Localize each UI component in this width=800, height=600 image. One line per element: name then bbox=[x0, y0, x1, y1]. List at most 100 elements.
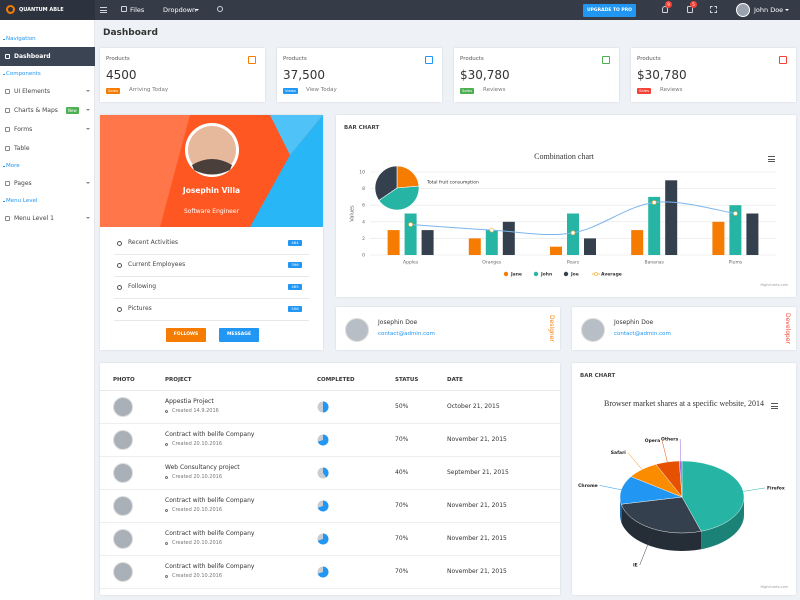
user-name[interactable]: John Doe bbox=[754, 6, 784, 14]
stat-icon bbox=[425, 56, 433, 64]
stat-card: Products 37,500 Views View Today bbox=[277, 48, 442, 102]
y-tick-label: 6 bbox=[362, 203, 365, 209]
project-created: Created 20.10.2016 bbox=[172, 474, 223, 480]
label-connector bbox=[743, 487, 766, 492]
sidebar-item[interactable]: Table bbox=[0, 139, 95, 158]
contact-avatar bbox=[581, 318, 605, 342]
sidebar-item[interactable]: Forms bbox=[0, 120, 95, 139]
date: September 21, 2015 bbox=[447, 469, 509, 476]
top-bar: QUANTUM ABLE Files Dropdown UPGRADE TO PRO 9… bbox=[0, 0, 800, 20]
chart-canvas: Firefox IE Chrome Safari Opera Others Highchar… bbox=[578, 437, 788, 589]
item-icon bbox=[5, 89, 10, 94]
menu-icon[interactable] bbox=[768, 156, 775, 162]
legend-label: Average bbox=[601, 272, 622, 278]
label-connector bbox=[599, 485, 622, 491]
header-divider bbox=[100, 390, 560, 391]
caret bbox=[86, 217, 90, 219]
list-label: Recent Activities bbox=[128, 239, 179, 246]
list-label: Current Employees bbox=[128, 261, 186, 268]
sidebar-item[interactable]: Menu Level 1 bbox=[0, 209, 95, 228]
menu-icon-bar bbox=[768, 158, 775, 160]
bar bbox=[550, 246, 562, 255]
item-label: Forms bbox=[14, 126, 33, 133]
sidebar-item[interactable]: Dashboard bbox=[0, 47, 95, 66]
profile-card: Josephin Villa Software Engineer Recent Ac… bbox=[100, 115, 323, 350]
contact-name: Josephin Doe bbox=[378, 319, 418, 326]
bar bbox=[712, 221, 725, 255]
stat-icon bbox=[602, 56, 610, 64]
x-tick-label: Bananas bbox=[644, 260, 664, 266]
cover-shape bbox=[100, 115, 190, 227]
item-icon bbox=[5, 216, 10, 221]
menu-icon[interactable] bbox=[771, 403, 778, 409]
date: November 21, 2015 bbox=[447, 502, 507, 509]
project-created: Created 20.10.2016 bbox=[172, 573, 223, 579]
chart-canvas bbox=[317, 467, 329, 479]
profile-button[interactable]: MESSAGE bbox=[219, 328, 259, 342]
chart-canvas bbox=[100, 115, 323, 227]
x-tick-label: Oranges bbox=[482, 260, 502, 266]
stat-value: $30,780 bbox=[460, 68, 510, 82]
pie-slice bbox=[681, 460, 745, 532]
profile-button[interactable]: FOLLOWS bbox=[166, 328, 206, 342]
y-tick-label: 4 bbox=[362, 219, 365, 225]
project-table: PHOTO PROJECT COMPLETED STATUS DATE Appestia … bbox=[100, 363, 560, 595]
menu-icon[interactable] bbox=[100, 7, 107, 13]
bar bbox=[387, 230, 400, 255]
list-icon bbox=[117, 241, 122, 246]
card-title: BAR CHART bbox=[344, 125, 380, 131]
progress-pie bbox=[317, 434, 329, 446]
stat-value: 4500 bbox=[106, 68, 137, 82]
contact-email[interactable]: contact@admin.com bbox=[378, 331, 435, 337]
list-count: 484 bbox=[288, 240, 302, 246]
nav-dropdown[interactable]: Dropdown bbox=[163, 6, 197, 14]
column-header: COMPLETED bbox=[317, 377, 355, 383]
stat-card: Products $30,780 Sales Reviews bbox=[454, 48, 619, 102]
search-icon[interactable] bbox=[217, 6, 223, 12]
status: 40% bbox=[395, 469, 409, 476]
status: 70% bbox=[395, 568, 409, 575]
clock-icon bbox=[165, 509, 168, 512]
list-icon bbox=[117, 263, 122, 268]
sidebar-item[interactable]: Charts & Maps New bbox=[0, 101, 95, 120]
clock-icon bbox=[165, 443, 168, 446]
bar bbox=[729, 205, 742, 255]
page-title: Dashboard bbox=[103, 28, 158, 38]
y-tick-label: 8 bbox=[362, 186, 365, 192]
y-tick-label: 0 bbox=[362, 253, 365, 259]
legend-label: John bbox=[540, 272, 552, 278]
nav-link[interactable]: Files bbox=[130, 6, 145, 14]
legend-marker bbox=[563, 271, 569, 277]
chart-canvas bbox=[317, 434, 329, 446]
sidebar: Navigation Dashboard Components UI Elements… bbox=[0, 20, 95, 600]
upgrade-button[interactable]: UPGRADE TO PRO bbox=[583, 4, 636, 17]
bar bbox=[746, 213, 759, 255]
y-axis-label: Values bbox=[350, 205, 356, 222]
notification-badge: 9 bbox=[665, 1, 672, 8]
status: 70% bbox=[395, 502, 409, 509]
list-icon bbox=[117, 307, 122, 312]
date: November 21, 2015 bbox=[447, 535, 507, 542]
project-name: Contract with belife Company bbox=[165, 563, 255, 570]
slice-side bbox=[701, 497, 744, 550]
sidebar-item[interactable]: UI Elements bbox=[0, 82, 95, 101]
fullscreen-icon[interactable] bbox=[710, 6, 717, 13]
row-divider bbox=[100, 588, 560, 589]
contact-role: Developer bbox=[784, 313, 791, 344]
caret bbox=[86, 90, 90, 92]
contact-email[interactable]: contact@admin.com bbox=[614, 331, 671, 337]
chart-title: Combination chart bbox=[534, 152, 595, 161]
row-avatar bbox=[113, 397, 133, 417]
item-label: UI Elements bbox=[14, 88, 51, 95]
card-title: BAR CHART bbox=[580, 373, 616, 379]
menu-icon-bar bbox=[100, 9, 107, 11]
list-count: 506 bbox=[288, 306, 302, 312]
section-title: Components bbox=[6, 71, 41, 77]
item-icon bbox=[5, 127, 10, 132]
sidebar-item[interactable]: Pages bbox=[0, 174, 95, 193]
contact-role: Designer bbox=[548, 315, 555, 342]
list-count: 396 bbox=[288, 262, 302, 268]
bar bbox=[584, 238, 596, 255]
stat-icon bbox=[779, 56, 787, 64]
label-connector bbox=[661, 440, 668, 463]
